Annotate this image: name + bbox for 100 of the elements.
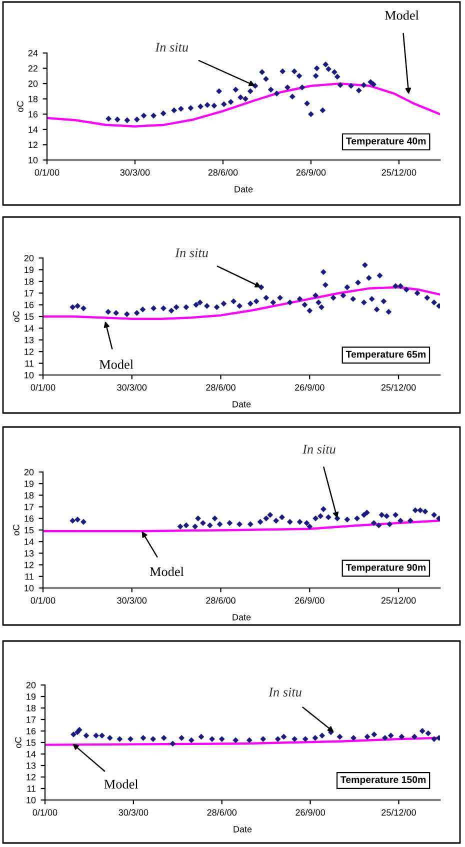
point: [334, 515, 340, 522]
x-tick-label: 26/9/00: [295, 597, 324, 604]
x-axis-title: Date: [232, 401, 251, 408]
point: [296, 72, 302, 79]
point: [356, 88, 362, 94]
y-tick-label: 15: [24, 527, 34, 534]
x-tick-label: 0/1/00: [30, 597, 56, 604]
point: [263, 294, 270, 301]
y-tick-label: 15: [26, 740, 36, 746]
y-tick-label: 12: [26, 774, 36, 780]
annotation: In situ: [302, 444, 336, 454]
point: [220, 300, 227, 307]
point: [392, 512, 399, 518]
point: [124, 117, 130, 124]
point: [322, 62, 329, 68]
point: [221, 101, 227, 108]
y-tick-label: 16: [28, 111, 38, 118]
point: [308, 111, 314, 118]
y-tick-label: 19: [24, 266, 34, 274]
point: [274, 90, 280, 96]
point: [384, 513, 390, 520]
point: [270, 300, 276, 306]
x-tick-label: 0/1/00: [32, 809, 58, 816]
point: [70, 304, 76, 310]
point: [419, 728, 426, 734]
y-tick-label: 13: [24, 550, 34, 557]
point: [80, 518, 86, 525]
point: [412, 507, 418, 514]
x-tick-label: 26/9/00: [296, 809, 326, 816]
y-axis-title: oC: [14, 737, 22, 748]
y-tick-label: 12: [28, 142, 38, 148]
y-tick-label: 12: [24, 562, 34, 568]
point: [304, 100, 310, 106]
point: [326, 66, 332, 72]
annotation: Model: [150, 566, 184, 576]
y-tick-label: 19: [26, 693, 36, 700]
x-tick-label: 25/12/00: [381, 597, 416, 604]
point: [318, 513, 324, 520]
annotation: Model: [104, 779, 138, 789]
point: [314, 65, 320, 72]
y-tick-label: 14: [26, 751, 36, 758]
point: [382, 734, 388, 741]
point: [344, 516, 350, 523]
x-tick-label: 30/3/00: [117, 597, 147, 604]
point: [334, 74, 340, 80]
point: [188, 105, 194, 111]
y-tick-label: 20: [24, 468, 34, 476]
point: [296, 296, 303, 302]
point: [331, 69, 338, 76]
point: [322, 282, 328, 288]
point: [247, 521, 254, 528]
x-axis-title: Date: [234, 826, 252, 832]
point: [267, 512, 274, 518]
point: [337, 82, 344, 88]
y-tick-label: 10: [24, 372, 34, 378]
y-tick-label: 14: [24, 325, 34, 332]
y-tick-label: 13: [24, 336, 34, 344]
annotation: Model: [99, 360, 134, 369]
text: Temperature 40m: [346, 138, 426, 146]
x-tick-label: 26/9/00: [295, 384, 324, 391]
point: [279, 514, 285, 520]
point: [388, 732, 394, 739]
y-tick-label: 11: [27, 786, 36, 792]
point: [368, 296, 375, 302]
y-tick-label: 15: [24, 314, 34, 320]
point: [355, 280, 361, 286]
point: [376, 522, 382, 528]
point: [362, 262, 368, 268]
point: [302, 302, 308, 308]
point: [105, 308, 112, 315]
text: Temperature 90m: [346, 564, 426, 573]
point: [361, 300, 367, 306]
point: [312, 292, 319, 298]
point: [350, 734, 356, 741]
point: [424, 294, 430, 301]
y-tick-label: 18: [28, 96, 38, 102]
x-axis-title: Date: [234, 186, 253, 192]
point: [93, 732, 100, 739]
point: [412, 734, 418, 740]
point: [280, 68, 286, 74]
y-tick-label: 12: [24, 348, 34, 355]
y-axis-title: oC: [16, 101, 24, 112]
point: [160, 734, 167, 741]
point: [320, 506, 326, 512]
point: [312, 515, 319, 522]
y-tick-label: 14: [28, 126, 38, 133]
point: [150, 736, 156, 742]
point: [291, 68, 298, 74]
point: [74, 303, 81, 309]
point: [230, 298, 237, 304]
point: [150, 305, 157, 312]
point: [209, 736, 215, 742]
y-tick-label: 17: [26, 716, 36, 723]
point: [364, 510, 370, 516]
y-axis-title: oC: [12, 311, 20, 322]
point: [330, 294, 336, 301]
point: [306, 308, 313, 314]
point: [168, 308, 174, 314]
y-tick-label: 14: [24, 538, 34, 545]
point: [216, 521, 223, 528]
